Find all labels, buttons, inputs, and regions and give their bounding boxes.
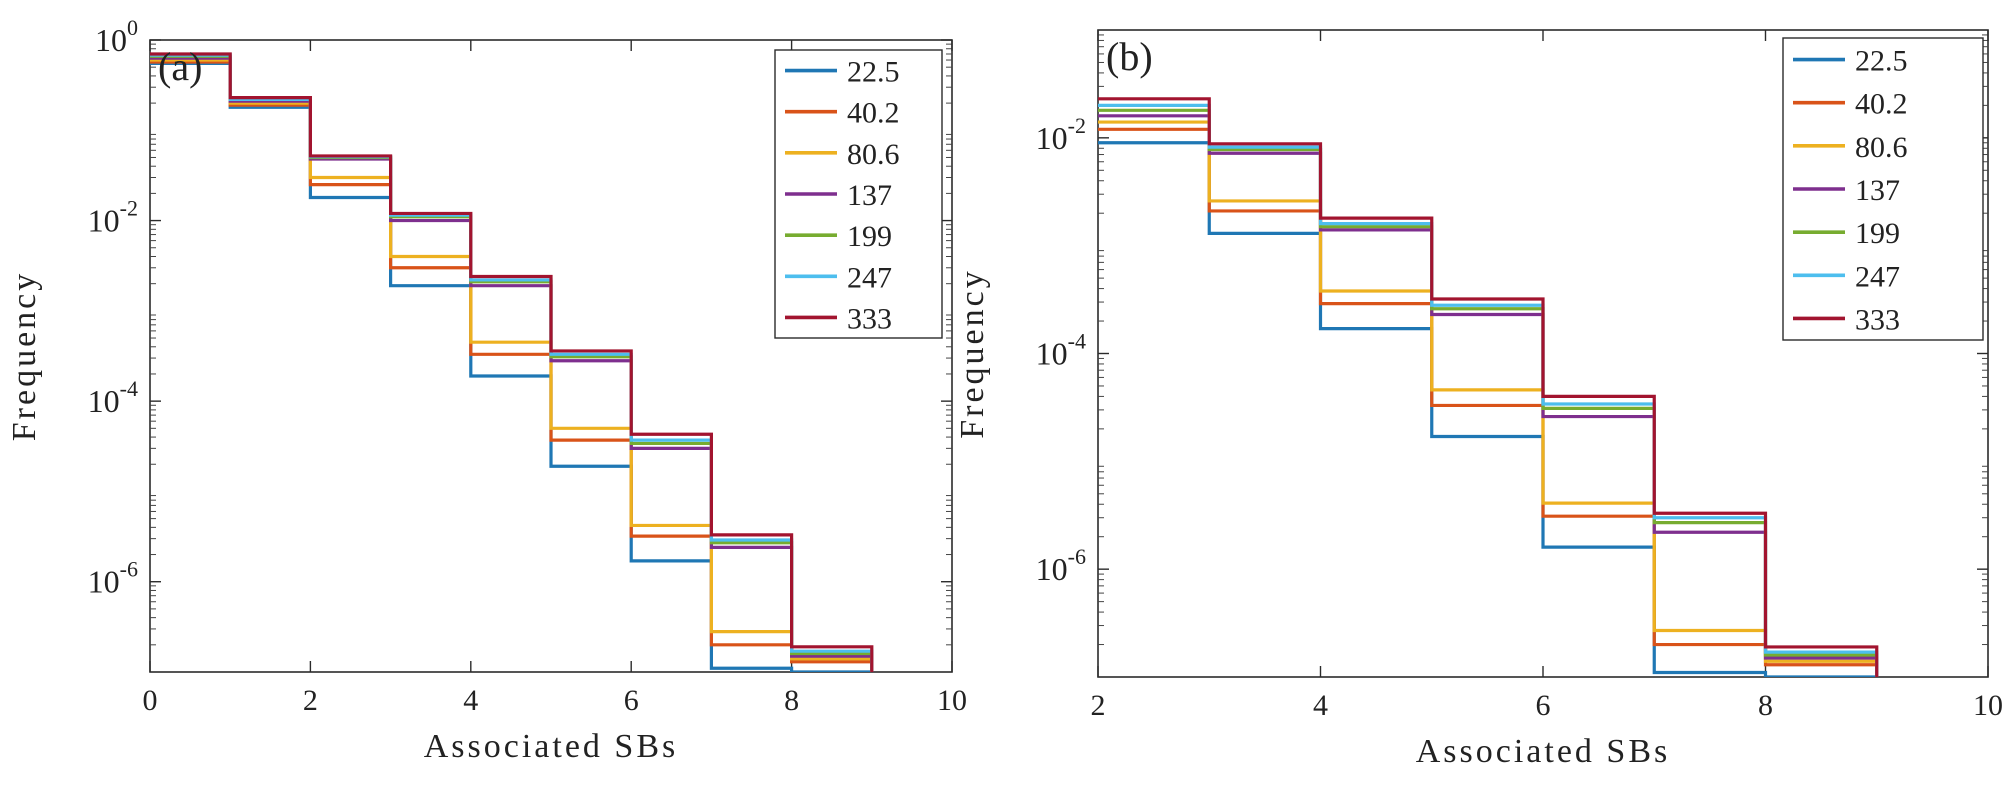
- x-axis-label: Associated SBs: [1416, 733, 1671, 770]
- y-tick-label: 10-2: [88, 196, 138, 239]
- y-tick-label: 10-2: [1036, 113, 1086, 156]
- y-tick-base: 10: [1036, 551, 1068, 587]
- x-tick-label: 4: [1313, 689, 1328, 722]
- y-tick-exponent: -2: [1068, 113, 1086, 138]
- x-tick-label: 4: [463, 684, 478, 717]
- y-tick-base: 10: [88, 564, 120, 600]
- y-axis-label: Frequency: [6, 271, 43, 442]
- x-tick-label: 6: [1536, 689, 1551, 722]
- legend-label: 22.5: [1855, 45, 1908, 78]
- legend: 22.5 40.2 80.6 137 199 247 333: [1782, 37, 1984, 341]
- y-tick-exponent: -2: [120, 196, 138, 221]
- legend-label: 80.6: [847, 138, 900, 171]
- legend-label: 247: [1855, 260, 1900, 293]
- x-tick-label: 6: [624, 684, 639, 717]
- series-group: [1098, 97, 1879, 677]
- x-tick-label: 10: [1973, 689, 2003, 722]
- series-line-333: [150, 52, 874, 672]
- y-tick-label: 10-4: [88, 376, 138, 419]
- legend-label: 40.2: [1855, 88, 1908, 121]
- y-tick-exponent: 0: [127, 15, 138, 40]
- y-minor-ticks: [1098, 34, 1988, 646]
- legend-label: 333: [1855, 303, 1900, 336]
- y-tick-exponent: -4: [120, 376, 138, 401]
- y-tick-exponent: -6: [1068, 544, 1086, 569]
- legend-label: 137: [847, 179, 892, 212]
- y-tick-label: 100: [95, 15, 138, 58]
- y-tick-base: 10: [95, 22, 127, 58]
- legend-label: 137: [1855, 174, 1900, 207]
- x-tick-label: 2: [1091, 689, 1106, 722]
- y-tick-base: 10: [88, 383, 120, 419]
- legend-label: 80.6: [1855, 131, 1908, 164]
- y-tick-exponent: -6: [120, 557, 138, 582]
- legend-label: 333: [847, 302, 892, 335]
- legend-label: 199: [847, 220, 892, 253]
- series-line-22.5: [1098, 141, 1877, 677]
- y-tick-label: 10-6: [88, 557, 138, 600]
- series-line-333: [1098, 97, 1879, 677]
- legend-label: 199: [1855, 217, 1900, 250]
- y-tick-base: 10: [1036, 336, 1068, 372]
- y-tick-exponent: -4: [1068, 329, 1086, 354]
- series-group: [150, 52, 874, 672]
- legend-label: 40.2: [847, 97, 900, 130]
- x-tick-label: 8: [1758, 689, 1773, 722]
- y-tick-base: 10: [1036, 120, 1068, 156]
- x-axis-label: Associated SBs: [424, 728, 679, 765]
- y-tick-label: 10-6: [1036, 544, 1086, 587]
- y-axis-label: Frequency: [954, 268, 991, 439]
- series-line-22.5: [150, 61, 872, 672]
- panel-label: (b): [1106, 34, 1153, 79]
- x-tick-label: 10: [937, 684, 967, 717]
- legend-label: 247: [847, 261, 892, 294]
- legend-label: 22.5: [847, 56, 900, 89]
- y-minor-ticks: [150, 43, 952, 646]
- y-tick-base: 10: [88, 203, 120, 239]
- panel-label: (a): [158, 44, 202, 89]
- x-tick-label: 8: [784, 684, 799, 717]
- x-tick-label: 2: [303, 684, 318, 717]
- x-tick-label: 0: [143, 684, 158, 717]
- legend: 22.5 40.2 80.6 137 199 247 333: [774, 49, 943, 339]
- y-tick-label: 10-4: [1036, 329, 1086, 372]
